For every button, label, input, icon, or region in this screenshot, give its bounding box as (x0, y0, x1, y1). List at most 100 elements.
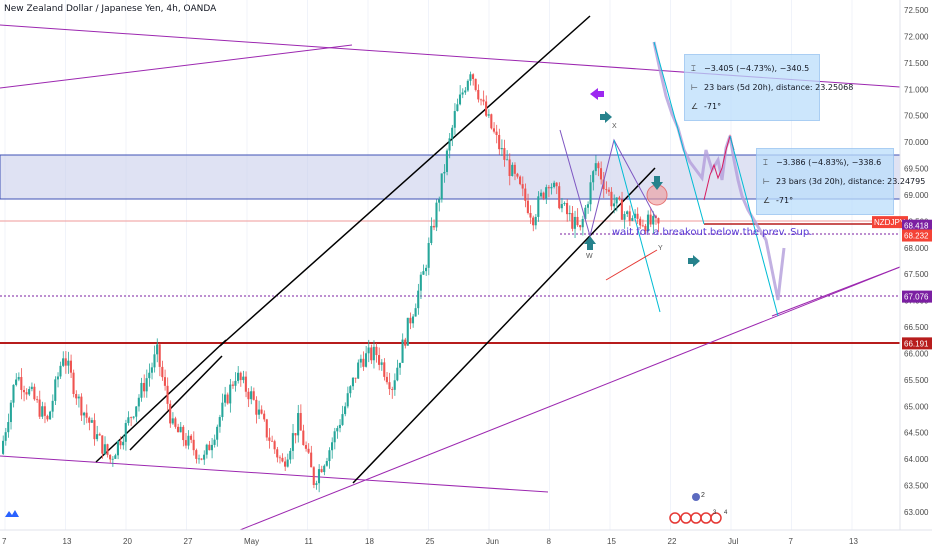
candle-body (372, 346, 375, 361)
x-tick-label: 15 (607, 537, 616, 546)
price-axis[interactable] (900, 0, 932, 530)
candle-body (443, 171, 446, 174)
candle-body (148, 372, 151, 379)
cyan-projection-3[interactable] (729, 135, 779, 317)
candle-body (649, 214, 652, 225)
event-badges[interactable]: 2 3 4 (669, 492, 728, 524)
measure-bars: 23 bars (3d 20h), distance: 23.24795 (776, 177, 926, 186)
candle-body (226, 394, 229, 404)
projection-magenta[interactable] (703, 134, 735, 201)
x-tick-label: 11 (305, 537, 314, 546)
candle-body (633, 213, 636, 219)
candle-body (344, 406, 347, 415)
arrow-up-icon[interactable] (584, 236, 596, 250)
candle-body (43, 406, 46, 416)
candle-body (270, 440, 274, 442)
candle-body (169, 403, 172, 424)
candle-body (602, 179, 605, 190)
breakout-annotation[interactable]: wait for a breakout below the prev. Sup. (612, 227, 813, 238)
candle-body (435, 202, 438, 228)
symbol-title[interactable]: New Zealand Dollar / Japanese Yen, 4h, O… (4, 4, 217, 14)
y-tick-label: 72.000 (904, 32, 929, 41)
cyan-projection-2[interactable] (653, 41, 705, 225)
candle-body (545, 187, 548, 199)
candle-body (607, 189, 610, 192)
candle-body (103, 444, 106, 454)
arrow-right-icon[interactable] (600, 111, 612, 123)
candle-body (109, 454, 112, 460)
arrow-right-icon[interactable] (688, 255, 700, 267)
channel-1-lower[interactable] (129, 355, 223, 451)
candle-body (641, 225, 644, 227)
y-tick-label: 65.000 (904, 402, 929, 411)
candle-body (458, 94, 462, 105)
candle-body (4, 432, 7, 441)
candle-body (547, 187, 550, 189)
candle-body (310, 452, 313, 468)
candle-body (265, 419, 268, 438)
candle-body (445, 150, 448, 172)
y-tick-label: 64.500 (904, 429, 929, 438)
candle-body (477, 89, 480, 100)
candle-body (401, 339, 404, 363)
candle-body (192, 439, 195, 451)
xw-pattern[interactable] (559, 129, 657, 238)
candle-body (398, 362, 401, 368)
candle-body (200, 458, 203, 460)
candle-body (150, 367, 153, 373)
candle-body (550, 187, 553, 189)
candle-body (255, 399, 258, 415)
lower-left-trendline[interactable] (0, 455, 549, 493)
candle-body (143, 382, 146, 392)
measure-box-2[interactable]: ⌶ −3.386 (−4.83%), −338.6 ⊢ 23 bars (3d 20… (756, 148, 925, 215)
channel-2-upper[interactable] (219, 15, 591, 347)
y-tick-label: 69.500 (904, 165, 929, 174)
y-axis-ticks: 72.500 72.000 71.500 71.000 70.500 70.000 69.5… (904, 6, 929, 517)
candle-body (106, 444, 109, 455)
channel-1-upper[interactable] (95, 339, 227, 463)
candle-body (25, 392, 28, 395)
x-tick-label: 18 (365, 537, 374, 546)
measure-angle: -71° (776, 196, 794, 205)
measure-box-1[interactable]: ⌶ −3.405 (−4.73%), −340.5 ⊢ 23 bars (5d 20… (684, 54, 853, 121)
channel-2-lower[interactable] (352, 167, 656, 484)
x-axis-ticks: 7 13 20 27 May 11 18 25 Jun 8 15 22 Jul 7 13 (2, 537, 858, 546)
candle-body (393, 380, 396, 390)
top-left-trendline[interactable] (0, 44, 353, 89)
angle-icon: ∠ (763, 196, 771, 205)
candle-body (482, 99, 485, 102)
red-target-line[interactable] (605, 249, 658, 281)
lower-right-trendline[interactable] (771, 266, 901, 317)
candle-body (411, 316, 415, 324)
price-label: 67.076 (904, 293, 929, 302)
candle-body (9, 402, 12, 423)
candle-body (223, 394, 227, 403)
candle-body (432, 225, 435, 228)
candle-body (312, 467, 315, 486)
price-label-bg (872, 216, 908, 229)
candle-body (396, 367, 399, 381)
candle-body (505, 159, 509, 161)
candle-body (239, 372, 242, 381)
tradingview-logo[interactable] (3, 507, 21, 521)
y-tick-label: 70.000 (904, 138, 929, 147)
candle-body (631, 218, 634, 221)
x-tick-label: 8 (547, 537, 552, 546)
candle-body (257, 409, 260, 415)
candle-body (464, 90, 467, 93)
bars-icon: ⊢ (763, 177, 770, 186)
measure-range: −3.405 (−4.73%), −340.5 (704, 64, 810, 73)
arrow-left-icon[interactable] (590, 88, 604, 100)
arrow-down-icon[interactable] (651, 176, 663, 190)
time-axis[interactable] (0, 530, 932, 550)
candle-body (383, 362, 386, 377)
rising-support-trendline[interactable] (239, 266, 901, 531)
candle-body (419, 274, 422, 291)
candle-body (331, 442, 334, 451)
candle-body (516, 173, 519, 177)
cyan-projection-1[interactable] (613, 139, 661, 313)
candle-body (90, 420, 93, 423)
candle-body (560, 204, 563, 209)
